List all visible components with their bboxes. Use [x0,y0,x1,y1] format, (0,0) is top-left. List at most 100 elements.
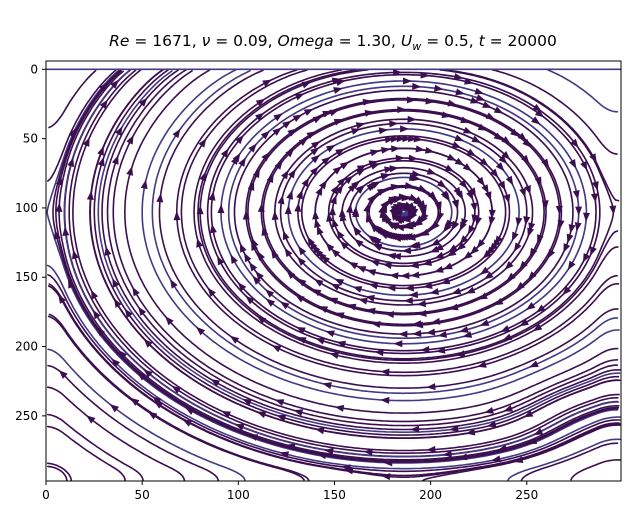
streamline [507,438,621,481]
streamline-arrow [400,272,410,280]
streamline-arrow [334,404,345,412]
streamline-arrow [459,221,467,232]
streamline-arrow [404,222,414,230]
streamline-arrow [97,156,105,167]
streamline-arrow [126,134,134,145]
streamline-arrow [248,434,259,441]
streamline-arrow [422,259,433,266]
x-tick-label: 250 [515,488,538,502]
streamline-arrow [96,326,106,337]
streamline [46,425,126,481]
streamline-arrow [393,340,403,348]
streamline-arrow [370,259,380,267]
streamline-arrow [446,153,457,161]
streamline-arrow [328,297,339,305]
streamline-arrow [143,338,153,348]
streamline-arrow [446,248,457,257]
streamline-arrow [522,138,532,148]
streamline-arrow [368,282,379,290]
streamline-arrow [470,202,478,213]
streamline-arrow [298,246,307,256]
streamline-arrow [510,128,520,137]
streamline-arrow [172,128,181,139]
streamline-arrow [336,229,345,240]
streamline-arrow [574,222,582,232]
streamline-arrow [325,242,335,252]
streamline-arrow [99,99,108,109]
streamline-arrow [330,283,341,291]
streamline-arrow [111,155,119,165]
streamline-arrow [475,94,486,101]
streamline [151,70,619,395]
streamline-arrow [436,346,446,354]
streamline-arrow [310,166,319,176]
streamline-arrow [284,204,292,215]
streamline-arrow [274,160,283,170]
streamline-arrow [356,165,367,173]
streamline-arrow [416,300,427,308]
streamline-arrow [515,281,525,291]
streamline-arrow [272,127,282,136]
streamline-arrow [454,157,465,166]
streamline-arrow [417,184,428,192]
streamline-arrow [402,77,412,85]
streamline-arrow [185,407,195,415]
streamline-arrow [572,189,580,200]
streamline-arrow [477,123,488,131]
streamline [46,386,186,481]
streamline-arrow [425,97,435,105]
streamline-arrow [437,330,448,338]
streamline-arrow [380,396,390,404]
streamline-arrow [396,135,406,143]
streamline-arrow [501,150,511,160]
streamline-arrow [478,292,488,300]
streamline-arrow [285,443,296,451]
streamline-arrow [271,210,279,220]
streamline-arrow [442,450,452,458]
streamline-arrow [446,219,454,230]
streamline-arrow [413,218,423,227]
streamline-arrow [152,396,162,405]
streamline-arrow [351,180,361,190]
streamline-arrow [420,204,427,215]
streamline [89,69,621,439]
streamline-arrow [527,437,538,444]
streamline [47,364,220,481]
streamline-arrow [282,230,290,241]
streamline [197,69,619,362]
streamline [106,69,619,427]
streamline [101,69,621,431]
streamline-arrow [261,151,270,162]
streamline-arrow [401,247,412,255]
streamline-arrow [334,278,345,286]
streamline-arrow [440,277,451,285]
streamline-arrow [379,208,387,219]
streamline-arrow [479,157,489,167]
streamline-arrow [295,294,305,303]
streamline-arrow [500,325,511,332]
streamline-arrow [406,96,417,104]
streamline-arrow [367,194,376,204]
streamline-arrow [394,217,404,224]
streamline-arrow [400,125,410,133]
streamline-arrow [515,217,523,227]
streamline-arrow [408,193,419,201]
streamline-arrow [471,135,481,143]
streamline-arrow [298,137,309,147]
streamline-arrow [341,464,351,472]
streamline [421,424,621,481]
streamline-arrow [441,111,452,119]
streamline-arrow [266,173,274,184]
streamline-arrow [130,397,140,406]
streamline-arrow [534,176,542,187]
streamline-arrow [324,447,334,455]
streamline-arrow [391,145,401,153]
streamline-arrow [434,251,445,259]
streamline-arrow [247,181,255,191]
title-part: Omega [278,32,334,50]
streamline-arrow [408,135,418,143]
streamline-arrow [334,312,345,320]
streamline-arrow [393,69,403,77]
streamline-arrow [273,113,283,122]
streamline-arrow [217,255,225,266]
